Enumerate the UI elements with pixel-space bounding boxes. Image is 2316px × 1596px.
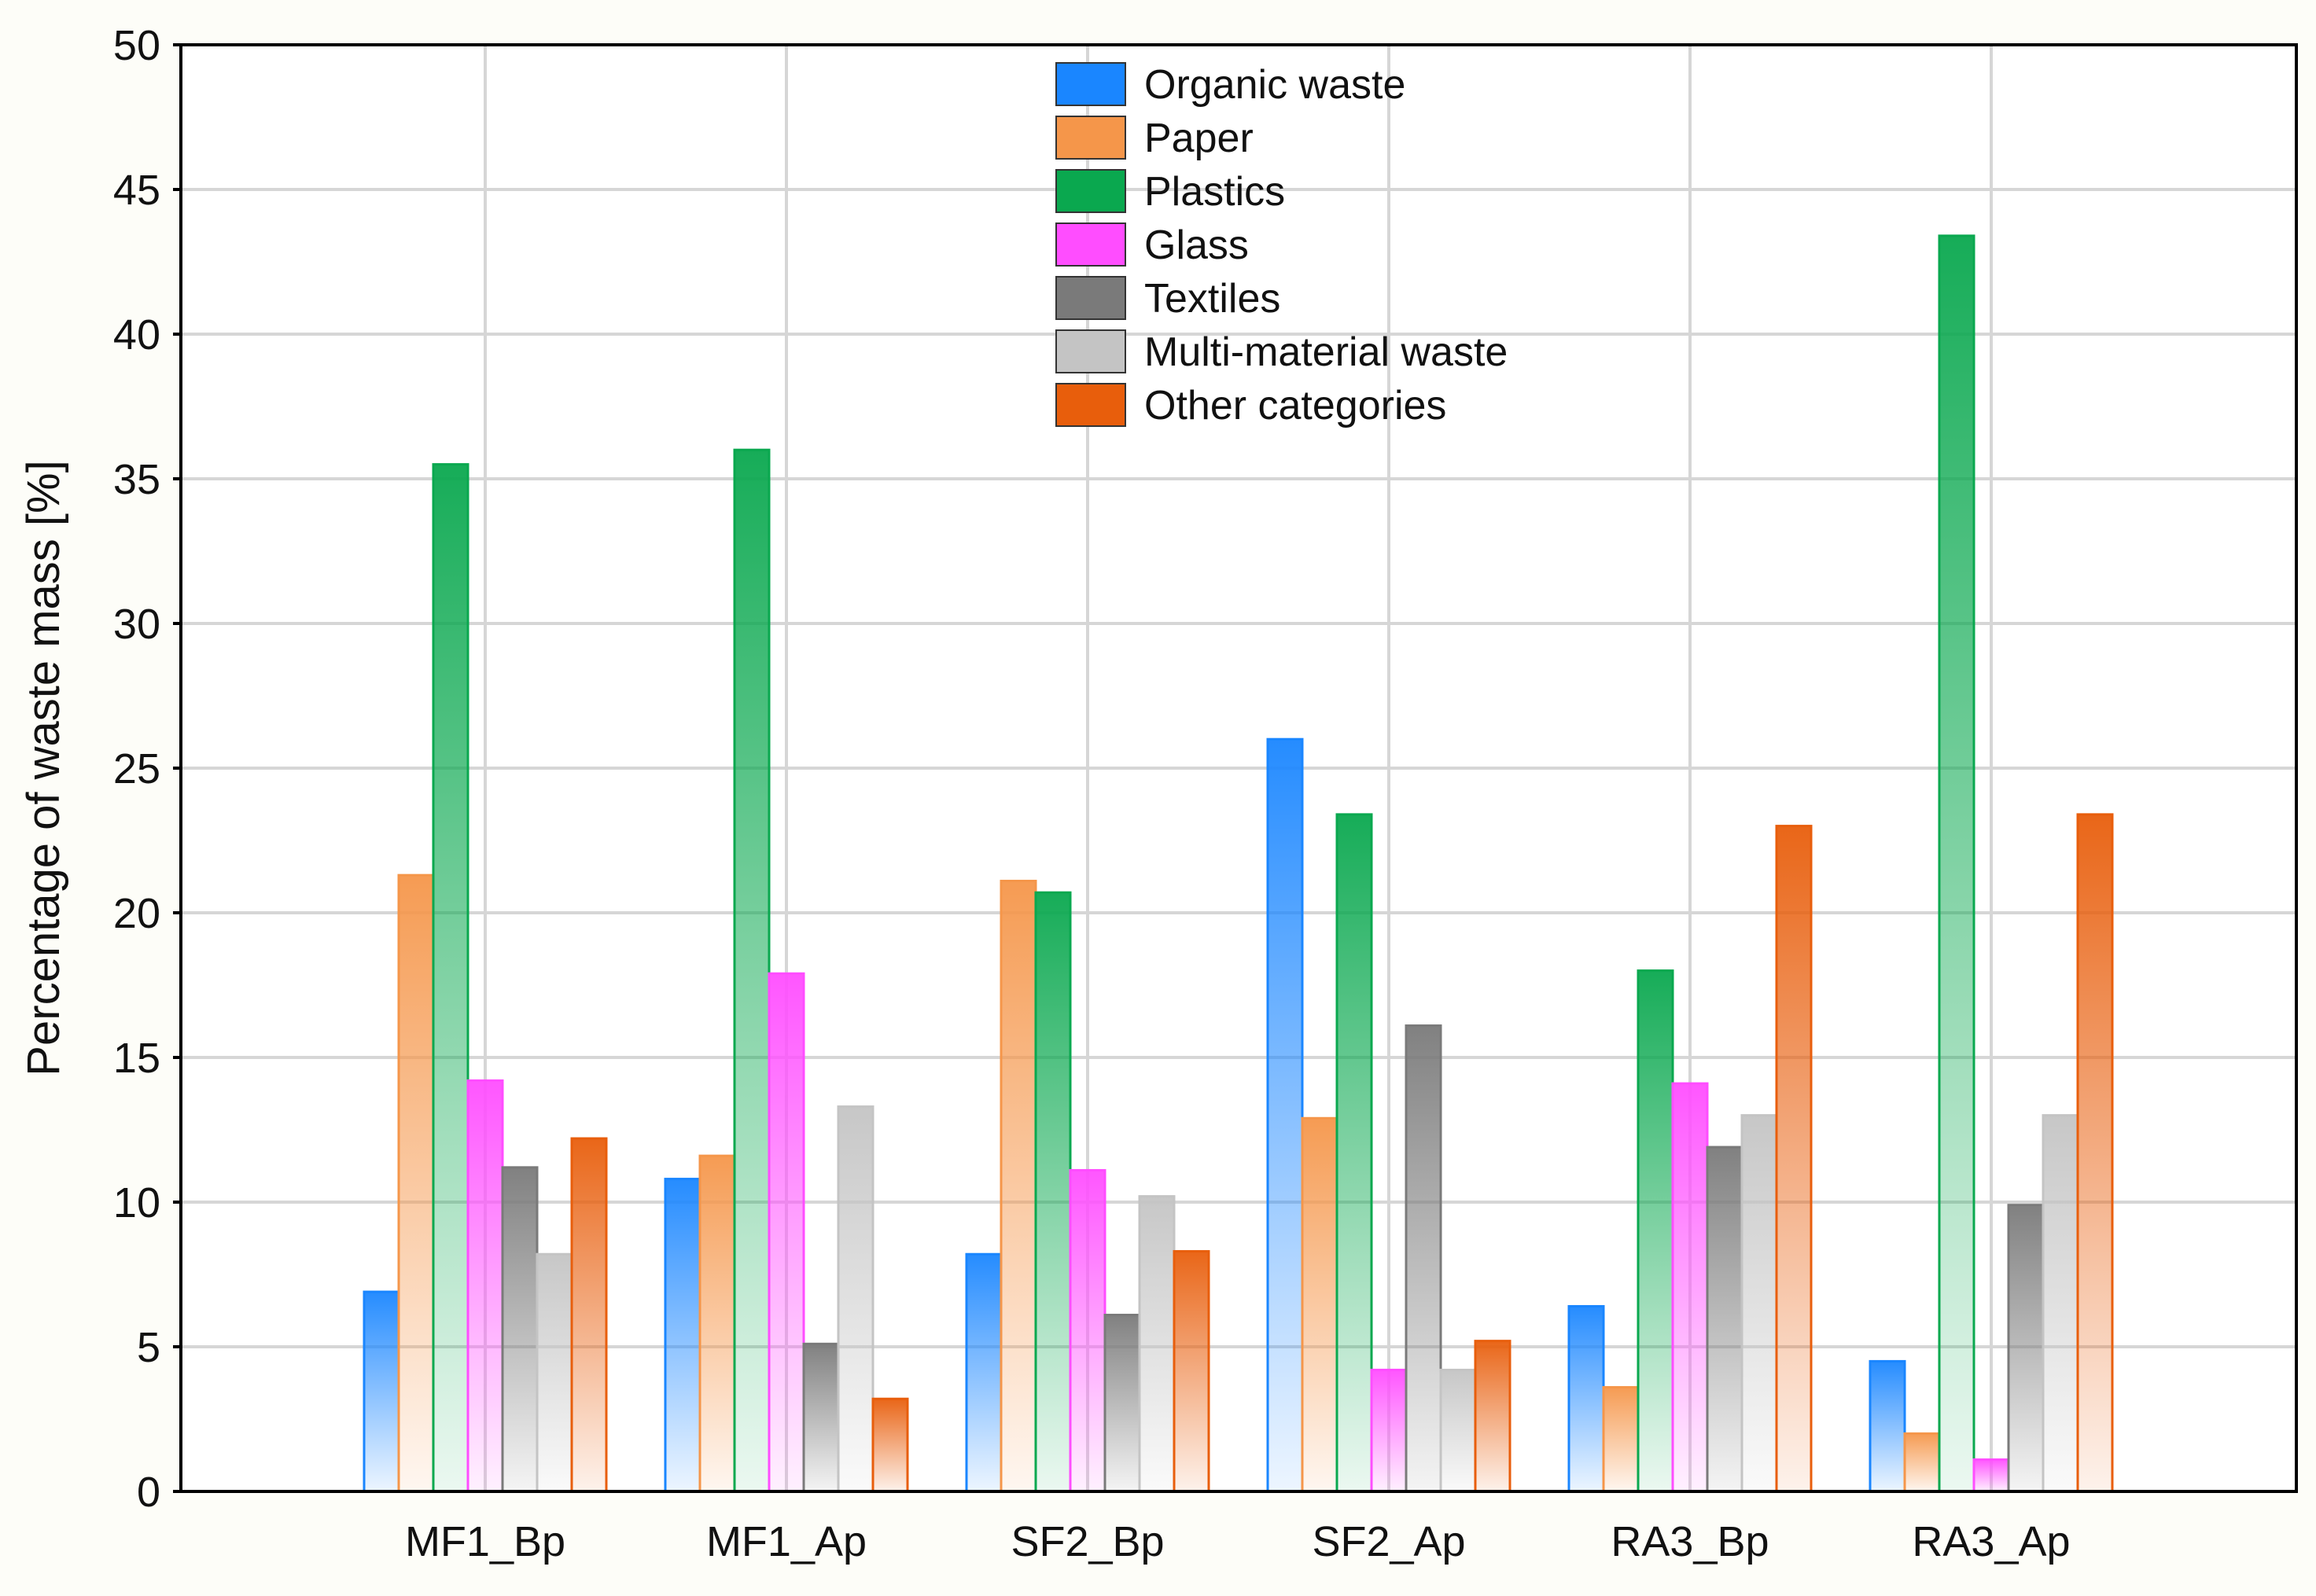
bar-plastics-sf2-bp [1034, 891, 1072, 1493]
bar-textiles-ra3-ap [2007, 1204, 2045, 1493]
legend-label: Paper [1144, 116, 1254, 161]
bar-multi-material-waste-mf1-bp [536, 1252, 573, 1493]
y-tick-label: 0 [137, 1469, 160, 1516]
y-tick-label: 20 [113, 890, 160, 937]
legend-item-glass: Glass [1055, 222, 1249, 268]
bar-paper-sf2-ap [1301, 1116, 1338, 1493]
legend-swatch [1055, 276, 1126, 320]
bar-paper-mf1-ap [698, 1154, 736, 1493]
bar-plastics-mf1-ap [733, 448, 771, 1493]
y-tick-label: 45 [113, 167, 160, 214]
bar-glass-sf2-bp [1069, 1169, 1106, 1493]
bar-multi-material-waste-ra3-ap [2042, 1114, 2079, 1493]
legend-item-plastics: Plastics [1055, 169, 1285, 215]
legend-label: Glass [1144, 222, 1249, 268]
y-tick-label: 5 [137, 1324, 160, 1371]
legend-swatch [1055, 62, 1126, 106]
bar-glass-sf2-ap [1370, 1368, 1408, 1493]
bar-plastics-mf1-bp [432, 463, 469, 1493]
legend: Organic waste Paper Plastics Glass Textiles M… [1055, 62, 1508, 428]
x-axis-ticks: MF1_Bp MF1_Ap SF2_Bp SF2_Ap RA3_Bp RA3_Ap [405, 1518, 2071, 1565]
x-tick-label: SF2_Bp [1011, 1518, 1164, 1565]
bar-paper-sf2-bp [1000, 880, 1037, 1493]
legend-item-multi-material-waste: Multi-material waste [1055, 329, 1508, 375]
bar-organic-waste-mf1-bp [363, 1290, 400, 1493]
y-tick-label: 50 [113, 22, 160, 69]
bar-plastics-ra3-ap [1938, 234, 1975, 1493]
legend-swatch [1055, 169, 1126, 213]
bar-organic-waste-mf1-ap [664, 1178, 701, 1493]
y-tick-label: 25 [113, 745, 160, 792]
legend-swatch [1055, 329, 1126, 373]
bar-textiles-mf1-ap [802, 1342, 840, 1493]
bar-other-categories-ra3-bp [1775, 825, 1813, 1493]
bar-paper-ra3-ap [1903, 1432, 1941, 1493]
y-tick-label: 30 [113, 601, 160, 648]
bar-textiles-sf2-bp [1103, 1314, 1141, 1493]
bar-glass-ra3-bp [1671, 1082, 1709, 1493]
x-tick-label: SF2_Ap [1312, 1518, 1465, 1565]
legend-label: Plastics [1144, 169, 1285, 215]
y-tick-label: 40 [113, 311, 160, 359]
bar-multi-material-waste-ra3-bp [1740, 1114, 1778, 1493]
legend-label: Other categories [1144, 383, 1446, 428]
legend-item-textiles: Textiles [1055, 276, 1280, 322]
y-tick-label: 35 [113, 456, 160, 503]
bar-organic-waste-sf2-ap [1266, 737, 1304, 1493]
legend-label: Multi-material waste [1144, 329, 1508, 375]
legend-swatch [1055, 116, 1126, 160]
y-axis-title: Percentage of waste mass [%] [18, 460, 69, 1076]
bar-glass-mf1-ap [768, 972, 805, 1493]
y-axis-ticks: 0 5 10 15 20 25 30 35 40 45 50 [113, 22, 181, 1516]
bar-plastics-ra3-bp [1637, 969, 1674, 1493]
bar-textiles-ra3-bp [1706, 1146, 1743, 1493]
x-tick-label: MF1_Ap [706, 1518, 867, 1565]
bar-multi-material-waste-sf2-bp [1138, 1195, 1176, 1493]
bar-other-categories-mf1-bp [570, 1137, 608, 1493]
bar-organic-waste-ra3-bp [1567, 1304, 1605, 1493]
bar-glass-mf1-bp [466, 1079, 504, 1493]
bar-organic-waste-sf2-bp [965, 1252, 1003, 1493]
bar-other-categories-sf2-bp [1173, 1250, 1210, 1493]
bar-other-categories-mf1-ap [871, 1397, 909, 1493]
bar-multi-material-waste-mf1-ap [837, 1105, 874, 1493]
legend-item-organic-waste: Organic waste [1055, 62, 1405, 108]
legend-item-other-categories: Other categories [1055, 383, 1446, 428]
legend-item-paper: Paper [1055, 116, 1254, 161]
x-tick-label: MF1_Bp [405, 1518, 565, 1565]
x-tick-label: RA3_Bp [1611, 1518, 1769, 1565]
bar-other-categories-sf2-ap [1474, 1340, 1511, 1493]
bar-paper-ra3-bp [1602, 1386, 1640, 1493]
bar-other-categories-ra3-ap [2076, 813, 2114, 1493]
legend-label: Organic waste [1144, 62, 1405, 108]
bar-paper-mf1-bp [397, 873, 435, 1493]
bar-multi-material-waste-sf2-ap [1439, 1368, 1477, 1493]
bars-group [363, 234, 2114, 1493]
bar-organic-waste-ra3-ap [1869, 1359, 1906, 1493]
legend-swatch [1055, 222, 1126, 267]
legend-swatch [1055, 383, 1126, 427]
x-tick-label: RA3_Ap [1912, 1518, 2070, 1565]
bar-glass-ra3-ap [1972, 1458, 2010, 1493]
plot-border [179, 43, 2298, 1493]
y-tick-label: 15 [113, 1035, 160, 1082]
bar-textiles-mf1-bp [501, 1166, 539, 1493]
legend-label: Textiles [1144, 276, 1280, 322]
bar-plastics-sf2-ap [1335, 813, 1373, 1493]
y-tick-label: 10 [113, 1179, 160, 1226]
bar-textiles-sf2-ap [1405, 1024, 1442, 1493]
